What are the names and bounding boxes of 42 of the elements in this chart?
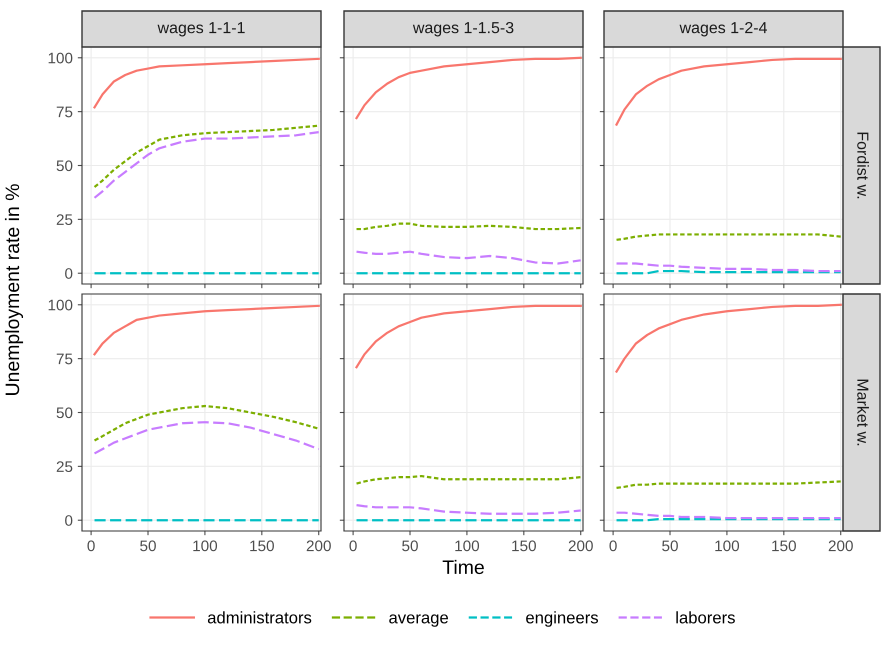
x-tick-label: 50 bbox=[402, 540, 418, 552]
legend-label: laborers bbox=[676, 611, 735, 624]
y-tick-label: 25 bbox=[56, 461, 72, 472]
line-series bbox=[93, 58, 320, 108]
y-tick-label: 50 bbox=[56, 407, 72, 418]
line-series bbox=[93, 124, 320, 188]
text: Market w. bbox=[857, 380, 869, 446]
x-tick-label: 0 bbox=[349, 540, 357, 552]
y-tick-label: 75 bbox=[56, 354, 72, 364]
x-axis-title: Time bbox=[442, 560, 484, 574]
x-tick-label: 200 bbox=[828, 540, 853, 552]
x-tick-label: 100 bbox=[193, 540, 218, 552]
x-tick-label: 200 bbox=[568, 540, 593, 552]
x-tick-label: 100 bbox=[455, 540, 480, 552]
x-tick-label: 100 bbox=[715, 540, 740, 552]
legend-label: average bbox=[389, 614, 448, 627]
line-series bbox=[93, 404, 320, 442]
y-tick-label: 100 bbox=[48, 300, 72, 310]
text: Fordist w. bbox=[857, 132, 869, 198]
line-series bbox=[93, 304, 320, 356]
y-axis-title: Unemployment rate in % bbox=[4, 184, 24, 395]
y-tick-label: 100 bbox=[48, 52, 72, 64]
y-tick-label: 0 bbox=[65, 515, 72, 526]
line-series bbox=[93, 130, 320, 199]
chart-title: wages 1-1.5-3 bbox=[412, 22, 514, 36]
chart-title: wages 1-2-4 bbox=[680, 22, 767, 36]
y-tick-label: 0 bbox=[65, 268, 72, 279]
x-tick-label: 50 bbox=[662, 540, 678, 552]
y-tick-label: 50 bbox=[56, 160, 72, 172]
x-tick-label: 150 bbox=[512, 540, 536, 552]
x-tick-label: 50 bbox=[140, 540, 156, 552]
legend-label: administrators bbox=[208, 611, 312, 624]
x-tick-label: 200 bbox=[306, 540, 331, 552]
y-tick-label: 75 bbox=[56, 106, 72, 118]
x-tick-label: 0 bbox=[609, 540, 617, 552]
line-series bbox=[93, 421, 320, 455]
y-tick-label: 25 bbox=[56, 214, 72, 226]
legend-label: engineers bbox=[526, 611, 598, 627]
x-tick-label: 0 bbox=[87, 540, 95, 552]
chart-title: wages 1-1-1 bbox=[158, 22, 245, 36]
x-tick-label: 150 bbox=[250, 540, 274, 552]
x-tick-label: 150 bbox=[772, 540, 796, 552]
